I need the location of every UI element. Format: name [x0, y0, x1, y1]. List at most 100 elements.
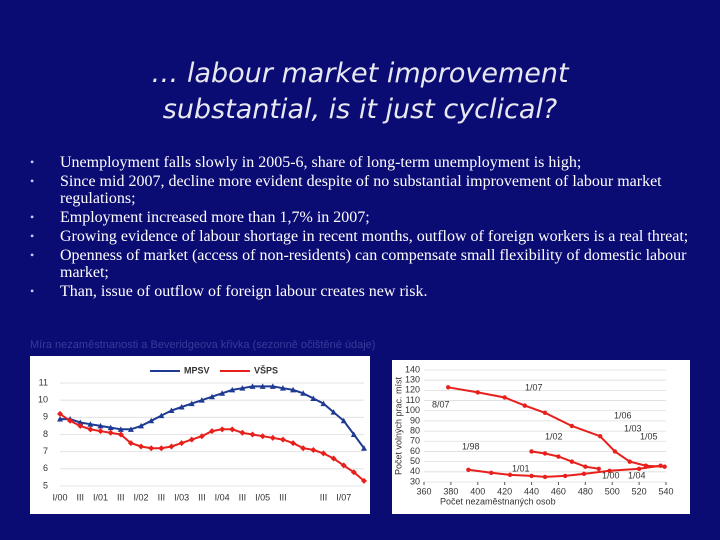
- marker: [209, 393, 215, 400]
- marker: [269, 383, 276, 389]
- marker: [57, 410, 63, 417]
- y-tick-label: 60: [410, 446, 420, 456]
- x-tick-label: III: [198, 492, 206, 502]
- marker: [361, 445, 367, 451]
- x-tick-label: I/03: [174, 492, 189, 502]
- marker: [249, 431, 256, 438]
- marker: [168, 407, 175, 413]
- marker: [320, 450, 327, 457]
- chart-frame: [392, 360, 690, 514]
- y-tick-label: 90: [410, 415, 420, 425]
- marker: [219, 390, 226, 396]
- marker: [67, 417, 74, 424]
- marker: [636, 466, 642, 471]
- x-tick-label: I/05: [255, 492, 270, 502]
- marker: [569, 459, 575, 464]
- marker: [77, 422, 84, 429]
- x-tick-label: III: [279, 492, 287, 502]
- marker: [562, 473, 568, 479]
- y-tick-label: 80: [410, 425, 420, 435]
- marker: [658, 463, 663, 468]
- x-tick-label: I/01: [93, 492, 108, 502]
- x-tick-label: III: [117, 492, 125, 502]
- x-tick-label: I/07: [336, 492, 351, 502]
- y-tick-label: 11: [39, 377, 48, 387]
- y-tick-label: 5: [43, 480, 48, 490]
- annotation: 1/04: [628, 470, 646, 480]
- marker: [249, 383, 256, 389]
- series-line: [468, 464, 661, 478]
- marker: [209, 428, 215, 435]
- bullet-list: Unemployment falls slowly in 2005-6, sha…: [30, 154, 690, 302]
- marker: [97, 422, 104, 429]
- marker: [158, 445, 165, 452]
- series-line: [531, 450, 599, 470]
- marker: [340, 462, 347, 469]
- marker: [542, 474, 548, 480]
- y-tick-label: 9: [43, 412, 48, 422]
- marker: [198, 433, 205, 440]
- bullet: Since mid 2007, decline more evident des…: [30, 173, 690, 207]
- marker: [330, 409, 337, 415]
- x-tick-label: 460: [551, 486, 566, 496]
- marker: [279, 436, 286, 443]
- y-tick-label: 8: [43, 429, 48, 439]
- marker: [127, 440, 134, 447]
- marker: [239, 385, 246, 391]
- marker: [542, 410, 548, 415]
- marker: [138, 443, 145, 450]
- marker: [446, 385, 451, 390]
- marker: [269, 434, 276, 441]
- marker: [117, 431, 124, 438]
- title-line: … labour market improvement: [151, 58, 569, 89]
- marker: [259, 383, 266, 389]
- marker: [279, 385, 286, 391]
- marker: [148, 445, 155, 452]
- marker: [569, 423, 575, 429]
- marker: [350, 431, 357, 437]
- marker: [229, 386, 236, 393]
- marker: [556, 454, 561, 459]
- bullet: Than, issue of outflow of foreign labour…: [30, 283, 690, 300]
- marker: [581, 471, 587, 477]
- marker: [87, 426, 94, 433]
- marker: [57, 416, 63, 422]
- y-tick-label: 40: [410, 466, 420, 476]
- annotation: 1/05: [640, 431, 658, 441]
- marker: [489, 470, 494, 476]
- marker: [127, 426, 134, 432]
- marker: [310, 395, 317, 401]
- marker: [583, 464, 588, 469]
- x-tick-label: III: [77, 492, 85, 502]
- marker: [300, 445, 307, 452]
- x-tick-label: 480: [578, 486, 593, 496]
- x-axis-label: Počet nezaměstnaných osob: [440, 496, 556, 506]
- marker: [596, 466, 601, 471]
- legend-label: VŠPS: [254, 364, 278, 375]
- marker: [340, 417, 347, 424]
- x-tick-label: 360: [416, 486, 431, 496]
- y-tick-label: 130: [405, 375, 420, 385]
- annotation: 1/01: [512, 463, 530, 473]
- annotation: 1/00: [602, 470, 620, 480]
- bullet: Openness of market (access of non-reside…: [30, 247, 690, 281]
- x-tick-label: I/04: [215, 492, 230, 502]
- title-line: substantial, is it just cyclical?: [162, 94, 558, 125]
- y-tick-label: 50: [410, 456, 420, 466]
- marker: [168, 443, 175, 450]
- x-tick-label: 520: [632, 486, 647, 496]
- marker: [542, 451, 548, 456]
- y-tick-label: 10: [38, 395, 48, 405]
- marker: [188, 436, 195, 443]
- marker: [87, 421, 94, 427]
- marker: [97, 428, 104, 435]
- x-tick-label: III: [320, 492, 328, 502]
- y-tick-label: 100: [405, 405, 420, 415]
- marker: [158, 412, 165, 419]
- chart-frame: [30, 356, 370, 514]
- marker: [229, 426, 236, 433]
- marker: [300, 390, 307, 396]
- marker: [148, 417, 155, 424]
